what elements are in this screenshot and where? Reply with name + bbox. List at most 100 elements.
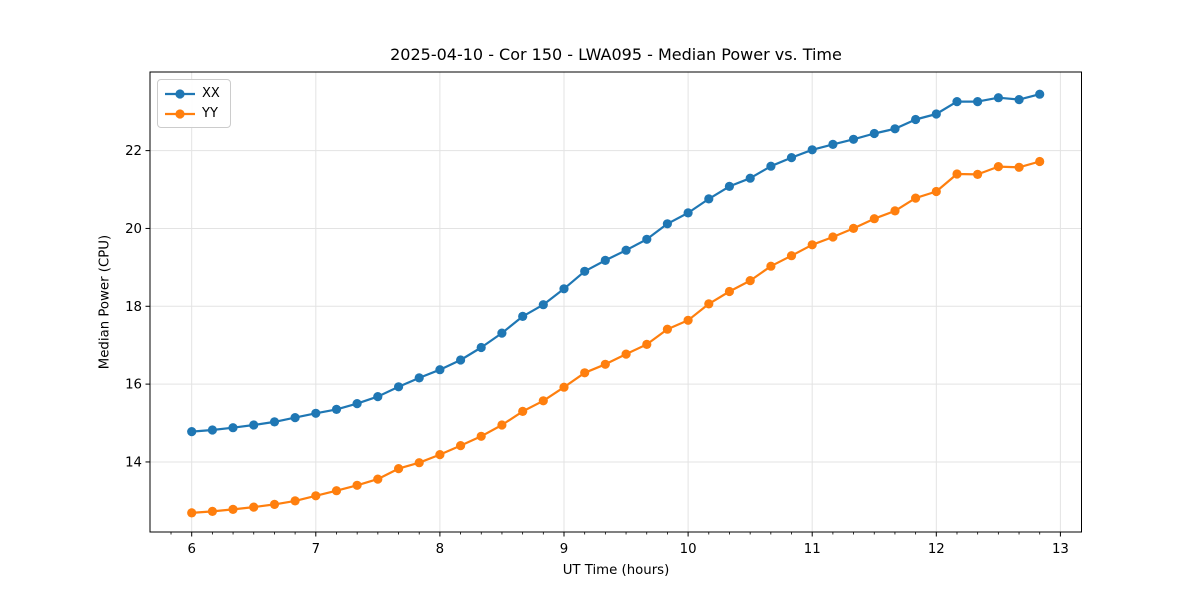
y-tick-label: 20 (125, 222, 142, 237)
data-point-marker (745, 173, 755, 183)
data-point-marker (580, 266, 590, 276)
data-point-marker (518, 406, 528, 416)
data-point-marker (600, 255, 610, 265)
data-point-marker (373, 474, 383, 484)
x-tick-label: 12 (928, 542, 945, 557)
data-point-marker (1014, 95, 1024, 105)
series-line-yy (190, 160, 1041, 515)
x-tick-label: 13 (1052, 542, 1069, 557)
data-point-marker (207, 425, 217, 435)
data-point-marker (249, 502, 259, 512)
data-point-marker (394, 382, 404, 392)
data-point-marker (1035, 156, 1045, 167)
data-point-marker (724, 286, 735, 297)
x-tick-label: 6 (187, 542, 195, 557)
data-point-marker (1014, 162, 1024, 172)
data-point-marker (683, 315, 693, 325)
data-point-marker (373, 392, 383, 402)
data-point-marker (911, 114, 921, 125)
data-point-marker (745, 276, 755, 286)
data-point-marker (600, 359, 610, 369)
data-point-marker (683, 208, 693, 218)
data-point-marker (538, 300, 548, 310)
data-point-marker (704, 299, 714, 309)
data-point-marker (228, 423, 238, 433)
data-point-marker (476, 342, 486, 353)
data-point-marker (414, 373, 424, 383)
data-point-marker (207, 506, 217, 516)
data-point-marker (621, 349, 631, 359)
data-point-marker (828, 139, 838, 149)
x-tick-label: 11 (804, 542, 821, 557)
legend-label: XX (202, 86, 220, 101)
data-point-marker (249, 420, 259, 430)
legend-item-xx: XX (164, 84, 220, 103)
legend-label: YY (202, 106, 218, 121)
chart-title: 2025-04-10 - Cor 150 - LWA095 - Median P… (390, 45, 842, 64)
data-point-marker (973, 169, 983, 179)
x-tick-label: 9 (560, 542, 568, 557)
data-point-marker (269, 499, 280, 509)
data-point-marker (890, 206, 900, 216)
data-point-marker (890, 124, 900, 134)
legend-item-yy: YY (164, 104, 220, 123)
y-axis-label: Median Power (CPU) (97, 234, 113, 370)
data-point-marker (352, 399, 362, 409)
legend-box: XX YY (157, 79, 231, 128)
data-point-marker (580, 368, 590, 378)
data-point-marker (642, 339, 652, 349)
data-point-marker (786, 153, 797, 163)
series-yy (187, 156, 1045, 518)
data-point-marker (497, 420, 507, 430)
y-tick-label: 16 (125, 378, 142, 393)
data-point-marker (538, 396, 548, 406)
x-axis-ticks: 6 7 8 9 10 11 12 13 (187, 532, 1069, 557)
data-point-marker (456, 441, 466, 451)
x-tick-label: 7 (312, 542, 320, 557)
data-point-marker (1035, 89, 1045, 99)
x-minor-ticks (170, 532, 1041, 535)
data-point-marker (331, 486, 342, 496)
data-point-marker (642, 234, 652, 244)
data-point-marker (828, 232, 838, 242)
data-point-marker (456, 355, 466, 365)
y-axis-ticks: 14 16 18 20 22 (125, 144, 150, 471)
data-point-marker (662, 219, 673, 229)
data-point-marker (559, 382, 569, 392)
y-tick-label: 22 (125, 144, 142, 159)
data-point-marker (952, 97, 962, 107)
series-xx (187, 89, 1045, 437)
data-point-marker (807, 145, 817, 155)
data-point-marker (311, 491, 321, 501)
data-point-marker (228, 504, 238, 514)
data-point-marker (559, 284, 569, 294)
y-tick-label: 14 (125, 456, 142, 471)
data-point-marker (766, 261, 776, 271)
x-axis-label: UT Time (hours) (562, 563, 670, 578)
data-point-marker (911, 193, 921, 203)
data-point-marker (435, 450, 445, 460)
legend-marker-icon (165, 108, 195, 119)
data-point-marker (973, 97, 983, 107)
data-point-marker (290, 496, 300, 506)
x-tick-label: 8 (436, 542, 444, 557)
data-point-marker (331, 404, 342, 414)
series-line-xx (190, 93, 1041, 433)
data-point-marker (807, 240, 817, 250)
data-point-marker (869, 128, 879, 139)
data-point-marker (352, 480, 362, 490)
data-point-marker (394, 464, 404, 474)
legend-marker-icon (165, 88, 195, 99)
data-point-marker (621, 245, 631, 255)
data-point-marker (290, 413, 300, 423)
data-point-marker (724, 181, 735, 191)
data-point-marker (662, 324, 673, 334)
data-point-marker (993, 162, 1004, 172)
grid-lines (150, 72, 1082, 532)
data-point-marker (766, 161, 776, 171)
data-point-marker (476, 431, 486, 441)
axes-spines (149, 71, 1082, 533)
data-point-marker (704, 194, 714, 204)
